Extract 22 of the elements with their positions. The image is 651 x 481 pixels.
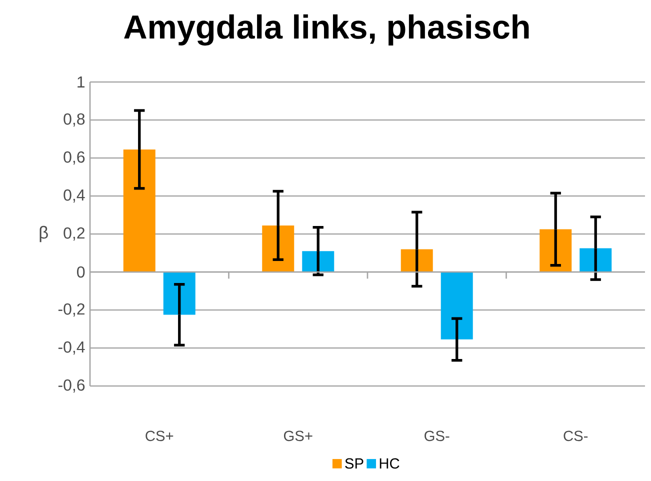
bar bbox=[123, 149, 156, 272]
bar bbox=[440, 272, 473, 340]
y-tick-label: -0,2 bbox=[58, 303, 84, 317]
y-tick-label: 1 bbox=[78, 76, 85, 88]
y-axis-title: β bbox=[40, 226, 48, 242]
bar bbox=[400, 249, 433, 272]
legend-label: SP bbox=[345, 458, 364, 469]
x-tick-label: GS+ bbox=[284, 430, 312, 442]
y-tick-label: 0,8 bbox=[64, 113, 85, 127]
legend-label: HC bbox=[380, 458, 400, 469]
x-tick-label: CS- bbox=[564, 430, 588, 442]
y-tick-label: 0,4 bbox=[64, 189, 85, 203]
y-tick-label: 0,6 bbox=[64, 151, 85, 165]
y-tick-label: 0 bbox=[77, 266, 85, 278]
y-tick-label: -0,6 bbox=[58, 379, 85, 393]
bar bbox=[580, 248, 612, 272]
y-tick-label: -0,4 bbox=[58, 341, 85, 355]
chart-title: Amygdala links, phasisch bbox=[124, 14, 529, 46]
y-tick-label: 0,2 bbox=[64, 227, 84, 241]
bar bbox=[302, 251, 334, 272]
x-tick-label: CS+ bbox=[146, 430, 174, 442]
x-tick-label: GS- bbox=[424, 430, 450, 442]
